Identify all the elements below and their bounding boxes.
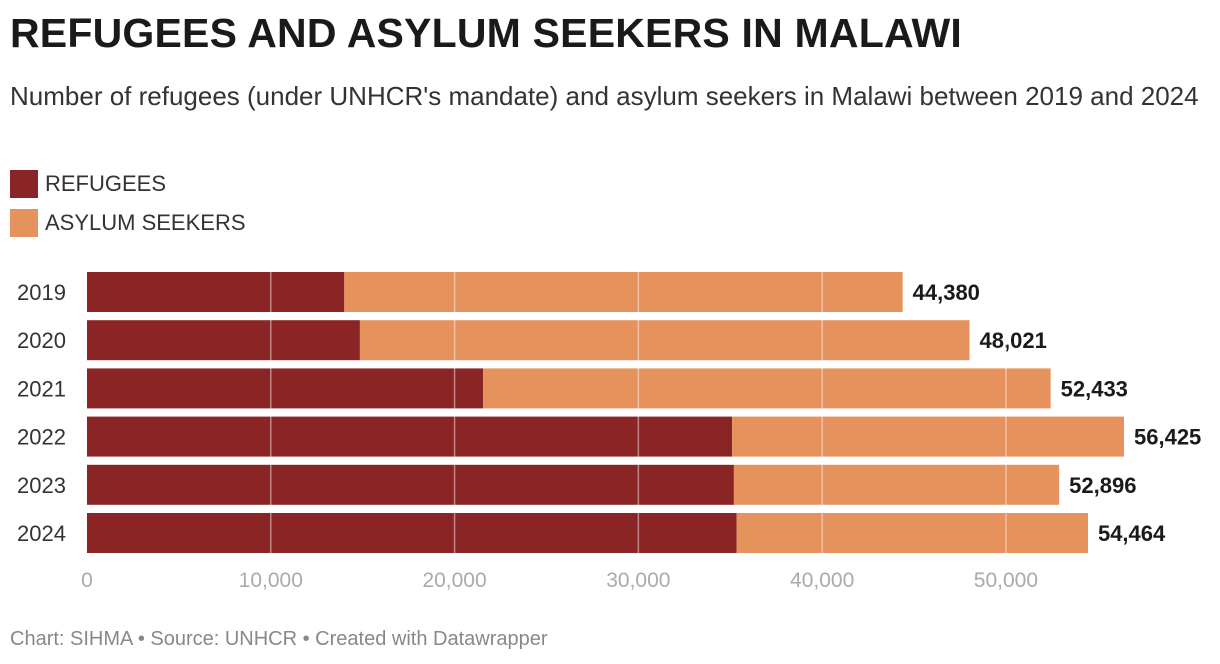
bar-refugees-2019 [87, 272, 345, 312]
total-label-2020: 48,021 [980, 328, 1047, 353]
bar-refugees-2022 [87, 416, 733, 457]
category-label-2019: 2019 [17, 280, 66, 305]
category-label-2024: 2024 [17, 521, 66, 546]
category-label-2021: 2021 [17, 376, 66, 401]
x-tick-label: 20,000 [422, 569, 486, 592]
bar-asylum-seekers-2022 [732, 416, 1124, 457]
x-tick-label: 40,000 [790, 569, 854, 592]
chart-footer: Chart: SIHMA • Source: UNHCR • Created w… [10, 628, 548, 650]
bar-refugees-2024 [87, 513, 737, 553]
x-tick-label: 30,000 [606, 569, 670, 592]
category-label-2023: 2023 [17, 473, 66, 498]
chart-title: REFUGEES AND ASYLUM SEEKERS IN MALAWI [10, 10, 962, 56]
total-label-2019: 44,380 [913, 280, 980, 305]
legend-label-asylum-seekers: ASYLUM SEEKERS [45, 210, 246, 235]
x-tick-label: 50,000 [974, 569, 1038, 592]
bar-asylum-seekers-2019 [344, 272, 903, 312]
bar-asylum-seekers-2024 [736, 513, 1088, 553]
category-label-2022: 2022 [17, 425, 66, 450]
legend: REFUGEES ASYLUM SEEKERS [10, 170, 246, 248]
legend-label-refugees: REFUGEES [45, 171, 167, 196]
total-label-2023: 52,896 [1069, 473, 1136, 498]
bar-asylum-seekers-2023 [733, 464, 1060, 505]
legend-swatch-asylum-seekers [10, 209, 38, 237]
bar-refugees-2023 [87, 464, 734, 505]
category-label-2020: 2020 [17, 328, 66, 353]
legend-swatch-refugees [10, 170, 38, 198]
bar-asylum-seekers-2020 [359, 320, 970, 361]
bar-refugees-2020 [87, 320, 360, 361]
chart-subtitle: Number of refugees (under UNHCR's mandat… [10, 81, 1199, 111]
total-label-2022: 56,425 [1134, 425, 1201, 450]
legend-item-refugees: REFUGEES [10, 170, 246, 198]
legend-item-asylum-seekers: ASYLUM SEEKERS [10, 209, 246, 237]
bar-chart: 2019 44,380 2020 48,021 2021 52,433 2022 56,425… [17, 272, 1201, 592]
x-tick-label: 10,000 [239, 569, 303, 592]
total-label-2024: 54,464 [1098, 521, 1166, 546]
x-tick-label: 0 [81, 569, 93, 592]
bar-asylum-seekers-2021 [483, 368, 1051, 409]
bar-refugees-2021 [87, 368, 484, 409]
total-label-2021: 52,433 [1061, 376, 1128, 401]
